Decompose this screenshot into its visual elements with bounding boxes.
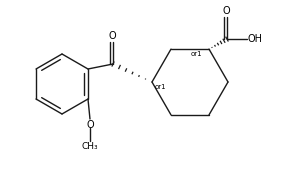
Text: O: O <box>108 31 116 41</box>
Text: CH₃: CH₃ <box>82 142 98 151</box>
Text: OH: OH <box>248 34 263 44</box>
Text: O: O <box>86 120 94 130</box>
Text: or1: or1 <box>155 84 166 90</box>
Text: O: O <box>222 6 230 16</box>
Text: or1: or1 <box>191 51 202 57</box>
